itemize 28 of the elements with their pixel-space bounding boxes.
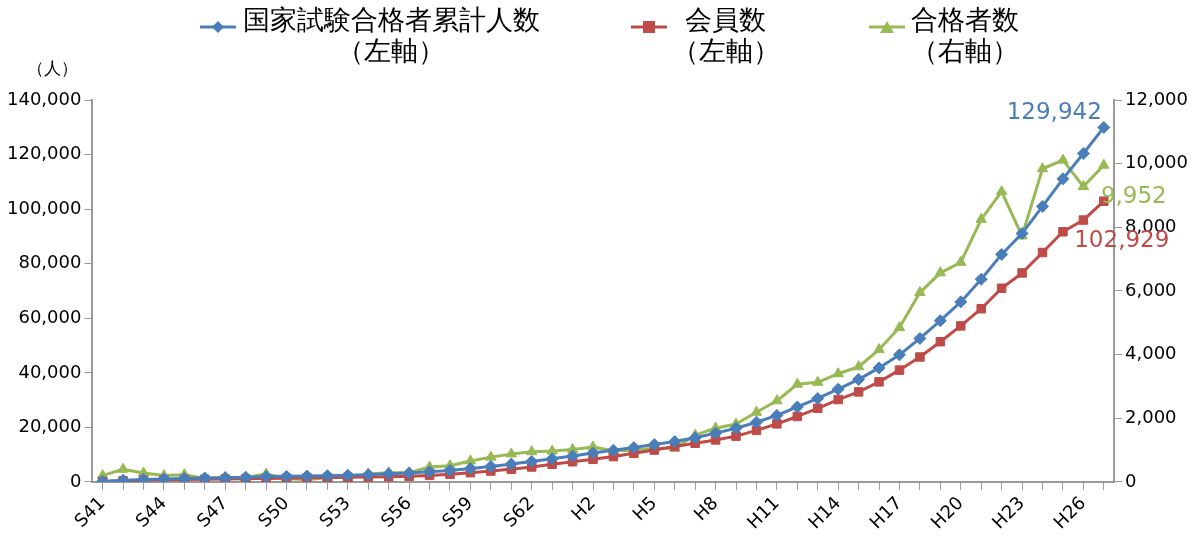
data-label: 129,942 [1006, 98, 1102, 125]
x-tick-label: H2 [566, 491, 600, 525]
y2-tick-label: 12,000 [1125, 87, 1188, 109]
y-tick-label: 40,000 [18, 360, 82, 382]
x-tick-label: S41 [69, 491, 109, 532]
y2-tick-label: 10,000 [1125, 151, 1188, 173]
x-tick-label: S59 [437, 491, 477, 532]
y2-tick-label: 4,000 [1125, 342, 1177, 364]
x-tick-label: H8 [689, 491, 722, 525]
y-tick-label: 120,000 [7, 142, 82, 164]
legend-label: 合格者数（右軸） [909, 4, 1020, 66]
y-tick-label: 0 [69, 469, 82, 491]
y2-tick-label: 0 [1125, 469, 1137, 491]
x-tick-label: S44 [130, 491, 171, 532]
x-tick-label: S62 [498, 491, 538, 532]
y-tick-label: 20,000 [18, 415, 82, 437]
y-tick-label: 60,000 [18, 305, 82, 327]
x-tick-label: S50 [253, 491, 293, 532]
y-tick-label: 140,000 [7, 87, 82, 109]
x-tick-label: S53 [314, 491, 354, 532]
legend-label: 会員数（左軸） [670, 4, 781, 66]
y-tick-label: 100,000 [7, 196, 82, 218]
legend-label: 国家試験合格者累計人数（左軸） [241, 4, 541, 66]
y2-tick-label: 2,000 [1125, 405, 1177, 427]
y2-tick-label: 6,000 [1125, 278, 1177, 300]
x-tick-label: H5 [627, 491, 661, 525]
y-tick-label: 80,000 [18, 251, 82, 273]
y-axis-title: （人） [26, 57, 78, 78]
